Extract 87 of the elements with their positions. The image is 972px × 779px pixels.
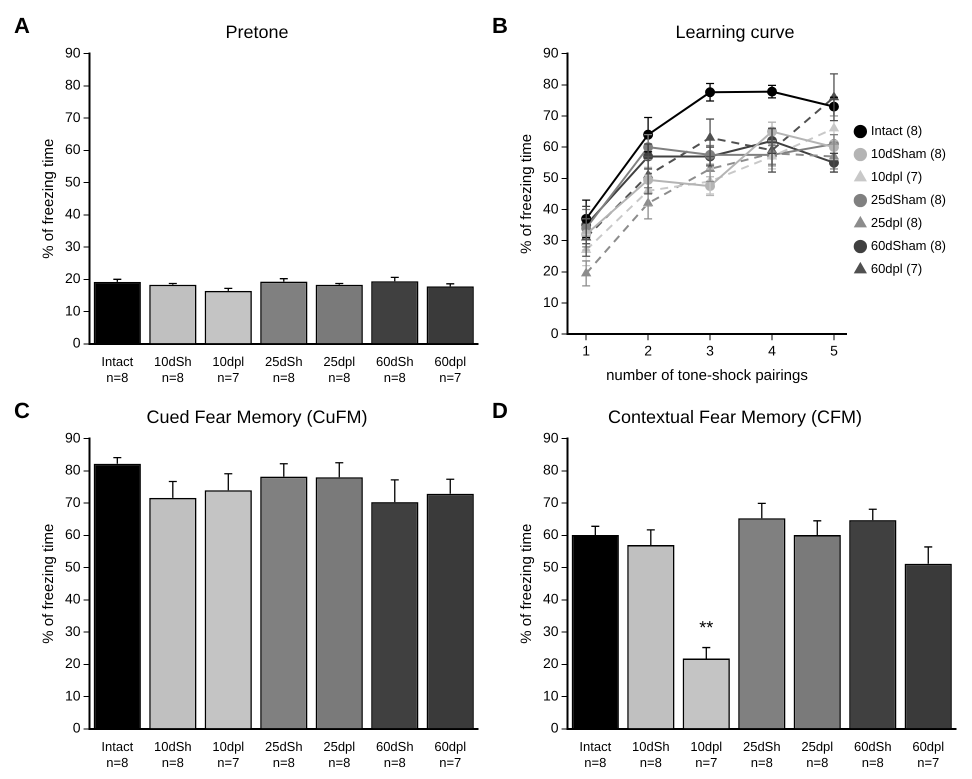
y-tick-label: 0 — [550, 720, 559, 736]
y-tick-label: 40 — [542, 200, 559, 216]
x-tick-label: 25dpl n=8 — [323, 354, 356, 385]
y-tick-label: 60 — [64, 526, 81, 542]
y-tick-label: 90 — [64, 44, 81, 60]
x-tick-label: Intact n=8 — [579, 739, 612, 770]
x-tick-label: 60dSh n=8 — [376, 354, 414, 385]
y-tick-label: 20 — [542, 655, 559, 672]
y-tick-label: 40 — [64, 590, 81, 607]
y-tick-label: 70 — [542, 106, 559, 123]
x-tick-label: 25dpl n=8 — [801, 739, 834, 770]
x-tick-label: 1 — [582, 342, 590, 358]
y-tick-label: 50 — [542, 169, 559, 186]
legend-label: Intact (8) — [870, 123, 922, 138]
x-tick-label: 2 — [644, 342, 652, 358]
y-tick-label: 60 — [64, 141, 81, 158]
x-tick-label: 3 — [706, 342, 714, 358]
y-tick-label: 80 — [64, 76, 81, 93]
x-tick-label: 10dpl n=7 — [212, 354, 244, 385]
y-tick-label: 70 — [64, 494, 81, 510]
chart-title: Cued Fear Memory (CuFM) — [146, 406, 368, 427]
legend-label: 25dSham (8) — [870, 192, 946, 208]
y-tick-label: 10 — [64, 687, 81, 704]
y-tick-label: 20 — [64, 270, 81, 286]
chart-title: Contextual Fear Memory (CFM) — [608, 406, 862, 427]
legend-label: 10dpl (7) — [870, 169, 922, 184]
y-tick-label: 10 — [64, 302, 81, 318]
y-tick-label: 30 — [64, 238, 81, 254]
x-tick-label: 60dpl n=7 — [434, 739, 466, 770]
text: B — [492, 13, 508, 38]
legend-label: 60dSham (8) — [870, 238, 946, 254]
x-tick-label: 10dpl n=7 — [690, 739, 722, 770]
y-tick-label: 50 — [542, 558, 559, 574]
y-tick-label: 30 — [542, 232, 559, 248]
text: D — [492, 398, 508, 424]
text: C — [14, 398, 30, 424]
legend-label: 10dSham (8) — [870, 146, 946, 162]
y-tick-label: 80 — [64, 462, 81, 478]
chart-title: Pretone — [225, 22, 289, 42]
chart-title: Learning curve — [675, 22, 795, 42]
y-tick-label: 60 — [542, 526, 559, 542]
x-tick-label: 60dpl n=7 — [912, 739, 944, 770]
y-tick-label: 70 — [542, 494, 559, 510]
y-tick-label: 60 — [542, 138, 559, 154]
y-tick-label: 80 — [542, 76, 559, 92]
y-axis-title: % of freezing time — [518, 134, 536, 254]
y-tick-label: 50 — [64, 558, 81, 574]
x-tick-label: 10dSh n=8 — [154, 354, 192, 385]
x-tick-label: 10dSh n=8 — [154, 739, 192, 770]
y-tick-label: 40 — [542, 590, 559, 607]
x-tick-label: 60dSh n=8 — [854, 739, 892, 770]
y-tick-label: 20 — [64, 655, 81, 672]
text: A — [14, 13, 30, 38]
y-tick-label: 20 — [542, 262, 559, 279]
y-tick-label: 0 — [550, 325, 559, 342]
y-axis-title: % of freezing time — [40, 138, 58, 259]
y-tick-label: 0 — [72, 334, 81, 351]
x-tick-label: 25dSh n=8 — [264, 354, 303, 385]
y-tick-label: 0 — [72, 720, 81, 736]
x-tick-label: 60dpl n=7 — [434, 354, 466, 385]
y-tick-label: 50 — [64, 173, 81, 190]
y-axis-title: % of freezing time — [40, 524, 58, 644]
legend-label: 60dpl (7) — [870, 261, 922, 276]
x-tick-label: 25dpl n=8 — [323, 739, 356, 770]
x-tick-label: Intact n=8 — [101, 354, 134, 385]
x-axis-title: number of tone-shock pairings — [606, 367, 808, 384]
y-axis-title: % of freezing time — [518, 524, 536, 644]
x-tick-label: 4 — [768, 342, 776, 358]
y-tick-label: 30 — [542, 622, 559, 639]
x-tick-label: 60dSh n=8 — [376, 739, 414, 770]
y-tick-label: 10 — [542, 687, 559, 704]
y-tick-label: 90 — [64, 429, 81, 446]
annotation: ** — [699, 618, 714, 638]
legend-label: 25dpl (8) — [870, 215, 922, 230]
x-tick-label: 25dSh n=8 — [742, 739, 781, 770]
y-tick-label: 90 — [542, 429, 559, 446]
x-tick-label: 25dSh n=8 — [264, 739, 303, 770]
y-tick-label: 30 — [64, 622, 81, 639]
y-tick-label: 80 — [542, 462, 559, 478]
x-tick-label: 10dpl n=7 — [212, 739, 244, 770]
x-tick-label: Intact n=8 — [101, 739, 134, 770]
y-tick-label: 40 — [64, 206, 81, 222]
x-tick-label: 10dSh n=8 — [632, 739, 670, 770]
y-tick-label: 70 — [64, 108, 81, 125]
y-tick-label: 90 — [542, 44, 559, 60]
y-tick-label: 10 — [542, 294, 559, 310]
x-tick-label: 5 — [830, 342, 838, 358]
